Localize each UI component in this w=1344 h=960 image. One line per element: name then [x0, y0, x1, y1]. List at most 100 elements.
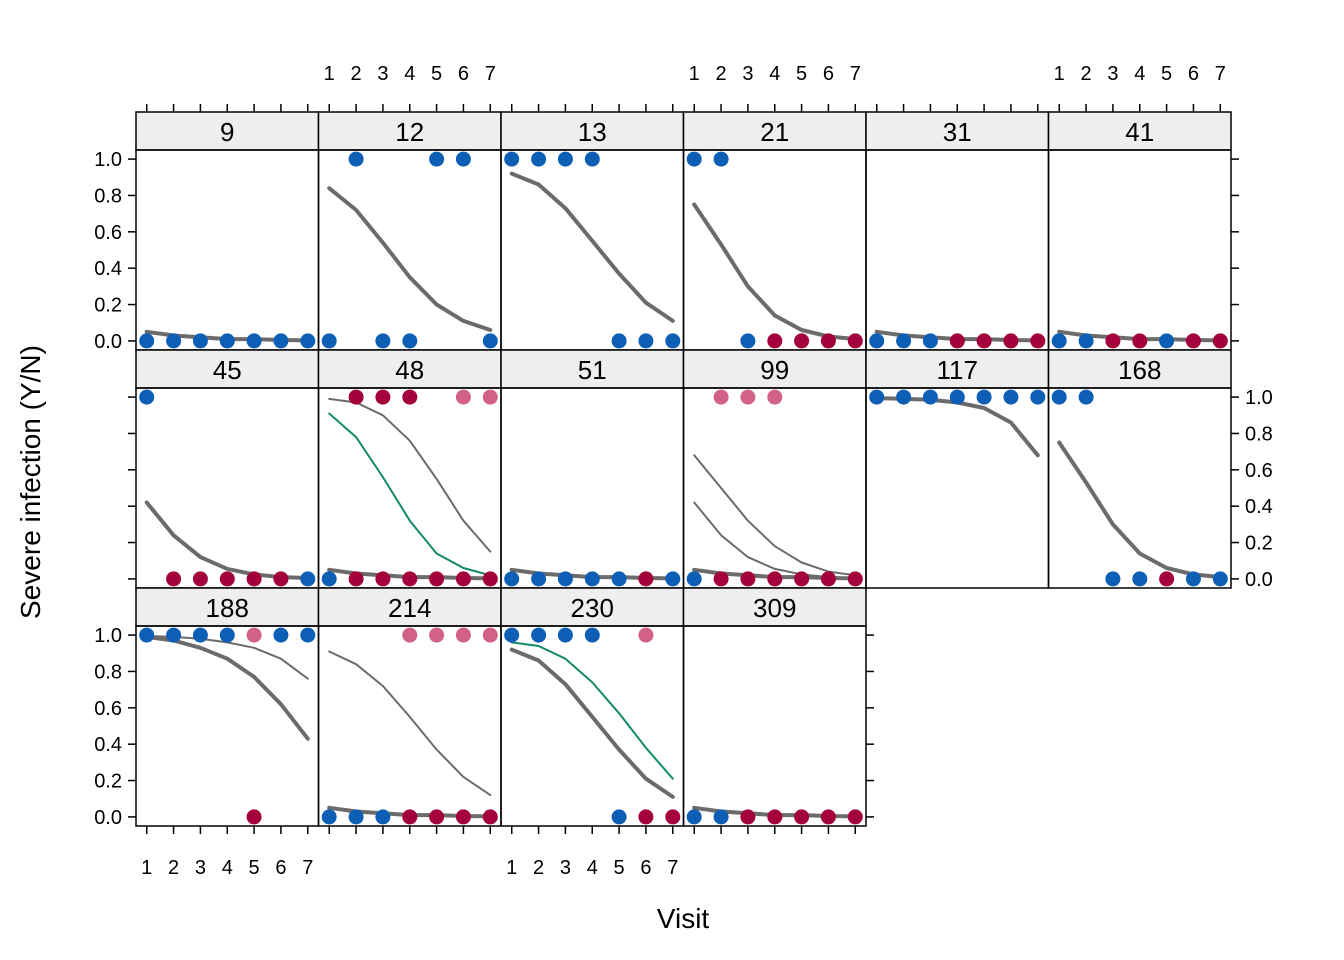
panel-strip-label: 188: [206, 593, 249, 623]
panel-strip: [865, 349, 1050, 389]
data-point: [246, 627, 262, 643]
x-tick-label: 3: [742, 63, 753, 85]
x-axis-col-2: [510, 104, 674, 112]
y-tick-label: 1.0: [1245, 387, 1273, 409]
data-point: [429, 151, 445, 167]
x-axis-col-3: [693, 826, 857, 834]
data-point: [665, 571, 681, 587]
fit-line-1: [327, 186, 493, 332]
data-point: [321, 333, 337, 349]
data-point: [740, 389, 756, 405]
data-point: [686, 571, 702, 587]
data-point: [976, 389, 992, 405]
y-tick-label: 0.6: [94, 222, 122, 244]
fit-line-1: [144, 634, 310, 741]
data-point: [455, 151, 471, 167]
data-point: [740, 333, 756, 349]
data-point: [557, 571, 573, 587]
data-point: [1132, 571, 1148, 587]
panel-strip: [682, 349, 867, 389]
data-point: [375, 809, 391, 825]
panel-41: 41: [1047, 111, 1232, 351]
data-point: [847, 809, 863, 825]
y-tick-label: 0.2: [94, 295, 122, 317]
panel-99: 99: [682, 349, 867, 589]
x-tick-label: 1: [141, 857, 152, 879]
data-point: [949, 333, 965, 349]
data-point: [166, 627, 182, 643]
data-point: [219, 571, 235, 587]
data-point: [557, 627, 573, 643]
data-point: [1078, 333, 1094, 349]
x-tick-label: 3: [377, 63, 388, 85]
panel-strip: [317, 111, 502, 151]
data-point: [665, 809, 681, 825]
data-point: [847, 571, 863, 587]
panel-strip-label: 13: [578, 117, 607, 147]
panel-strip-label: 48: [395, 355, 424, 385]
panel-border: [135, 387, 320, 589]
x-tick-label: 5: [614, 857, 625, 879]
data-point: [1185, 571, 1201, 587]
data-point: [1003, 333, 1019, 349]
data-point: [482, 571, 498, 587]
data-point: [922, 333, 938, 349]
data-point: [246, 809, 262, 825]
data-point: [686, 809, 702, 825]
data-point: [584, 151, 600, 167]
x-tick-label: 3: [195, 857, 206, 879]
fit-line-3: [693, 501, 857, 579]
data-point: [794, 809, 810, 825]
panel-strip-label: 117: [937, 355, 978, 385]
data-point: [1159, 333, 1175, 349]
panel-data: [686, 151, 863, 349]
data-point: [300, 571, 316, 587]
y-tick-label: 0.0: [94, 331, 122, 353]
data-point: [820, 571, 836, 587]
data-point: [1051, 389, 1067, 405]
y-tick-label: 0.4: [1245, 496, 1273, 518]
x-axis-col-0: [145, 104, 309, 112]
y-tick-label: 0.8: [1245, 423, 1273, 445]
data-point: [611, 571, 627, 587]
panel-168: 168: [1047, 349, 1232, 589]
data-point: [402, 809, 418, 825]
data-point: [1105, 571, 1121, 587]
data-point: [504, 627, 520, 643]
data-point: [1132, 333, 1148, 349]
x-tick-label: 1: [324, 63, 335, 85]
data-point: [482, 627, 498, 643]
fit-line-1: [509, 647, 675, 799]
data-point: [976, 333, 992, 349]
x-axis-title: Visit: [657, 903, 710, 934]
data-point: [455, 389, 471, 405]
panel-51: 51: [500, 349, 685, 589]
panel-117: 117: [865, 349, 1050, 589]
panel-strip: [682, 587, 867, 627]
panel-border: [135, 149, 320, 351]
data-point: [455, 809, 471, 825]
panel-data: [139, 329, 316, 349]
data-point: [1078, 389, 1094, 405]
y-axis-row-0-left: 0.0 0.2 0.4 0.6 0.8 1.0: [94, 149, 136, 353]
panels-layer: 9 12 13 21 31 41 45 48 51 99 117 168 188 214 230 309: [135, 111, 1232, 827]
x-tick-label: 7: [302, 857, 313, 879]
data-point: [531, 571, 547, 587]
panel-strip-label: 12: [395, 117, 424, 147]
data-point: [348, 151, 364, 167]
data-point: [922, 389, 938, 405]
panel-border: [317, 149, 502, 351]
data-point: [375, 571, 391, 587]
x-tick-label: 7: [485, 63, 496, 85]
panel-border: [500, 387, 685, 589]
x-tick-label: 6: [458, 63, 469, 85]
x-tick-label: 6: [640, 857, 651, 879]
panel-strip: [135, 111, 320, 151]
x-tick-label: 5: [431, 63, 442, 85]
data-point: [1105, 333, 1121, 349]
data-point: [219, 627, 235, 643]
panel-data: [869, 389, 1046, 458]
panel-12: 12: [317, 111, 502, 351]
